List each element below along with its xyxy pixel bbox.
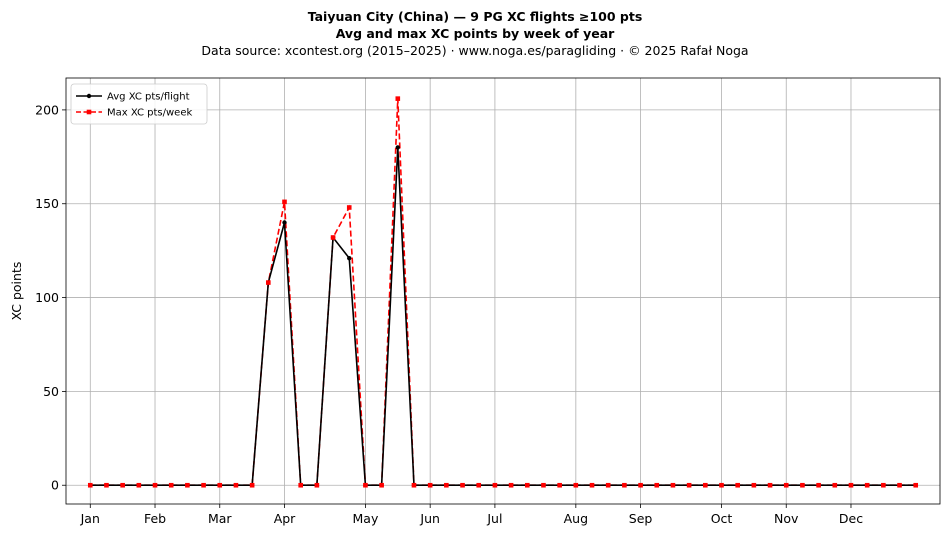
max-point — [622, 482, 627, 488]
max-point — [249, 482, 255, 488]
max-point — [735, 482, 740, 488]
max-point — [104, 482, 109, 488]
x-tick-label: Apr — [274, 511, 296, 526]
x-tick-label: Mar — [208, 511, 232, 526]
series-line-avg — [90, 147, 916, 487]
legend-avg-marker — [86, 93, 92, 99]
max-point — [541, 482, 546, 488]
ticks: Jan Feb Mar Apr May Jun Jul Aug Sep Oct Nov Dec 0 50 1… — [35, 102, 863, 526]
max-point — [266, 280, 271, 285]
max-point — [783, 482, 789, 488]
max-point — [298, 482, 303, 488]
max-point — [330, 235, 336, 240]
x-tick-label: Jun — [419, 511, 440, 526]
max-point — [379, 482, 384, 488]
max-point — [670, 482, 676, 488]
max-point — [848, 482, 854, 488]
series-layer — [87, 96, 919, 488]
max-point — [411, 482, 417, 488]
legend-max-label: Max XC pts/week — [107, 108, 192, 119]
max-point — [185, 482, 190, 488]
max-point — [897, 482, 902, 488]
grid — [66, 78, 940, 504]
max-point — [120, 482, 125, 488]
legend-avg-label: Avg XC pts/flight — [107, 92, 190, 103]
max-point — [492, 482, 498, 488]
series-line-max — [90, 98, 916, 487]
x-tick-label: Nov — [774, 511, 799, 526]
max-point — [719, 482, 724, 488]
max-point — [136, 482, 142, 488]
max-point — [168, 482, 174, 488]
max-point — [444, 482, 449, 488]
max-point — [832, 482, 838, 488]
avg-point — [395, 145, 400, 150]
legend-max-marker — [86, 109, 92, 115]
max-point — [524, 482, 530, 488]
max-point — [363, 482, 368, 488]
y-tick-label: 0 — [51, 478, 59, 493]
x-tick-label: Jul — [486, 511, 502, 526]
x-tick-label: Dec — [839, 511, 863, 526]
max-point — [233, 482, 239, 488]
x-tick-label: Feb — [144, 511, 166, 526]
max-point — [508, 482, 514, 488]
max-point — [217, 482, 223, 488]
plot-frame — [65, 77, 941, 505]
max-point — [913, 482, 919, 488]
avg-point — [347, 255, 352, 261]
x-tick-label: Oct — [711, 511, 733, 526]
max-point — [314, 482, 320, 488]
y-tick-label: 200 — [35, 102, 59, 117]
max-point — [703, 482, 708, 488]
chart-subtitle: Avg and max XC points by week of year — [335, 26, 615, 41]
max-point — [767, 482, 773, 488]
max-point — [881, 482, 886, 488]
max-point — [751, 482, 757, 488]
chart-title: Taiyuan City (China) — 9 PG XC flights ≥… — [307, 9, 643, 24]
max-point — [638, 482, 643, 488]
x-tick-label: May — [353, 511, 379, 526]
max-point — [152, 482, 158, 488]
chart-source: Data source: xcontest.org (2015–2025) · … — [201, 43, 749, 58]
max-point — [201, 482, 206, 488]
max-point — [427, 482, 433, 488]
x-tick-label: Aug — [564, 511, 588, 526]
max-point — [816, 482, 821, 488]
max-point — [573, 482, 579, 488]
legend: Avg XC pts/flight Max XC pts/week — [70, 83, 208, 125]
x-tick-label: Jan — [80, 511, 100, 526]
max-point — [800, 482, 805, 488]
max-point — [346, 205, 352, 210]
y-tick-label: 150 — [35, 196, 59, 211]
max-point — [654, 482, 660, 488]
chart-titles: Taiyuan City (China) — 9 PG XC flights ≥… — [0, 8, 950, 60]
legend-box — [70, 83, 208, 125]
max-point — [395, 96, 401, 101]
max-point — [476, 482, 482, 488]
max-point — [87, 482, 93, 488]
y-tick-label: 100 — [35, 290, 59, 305]
max-point — [557, 482, 562, 488]
max-point — [589, 482, 595, 488]
max-point — [282, 199, 287, 205]
max-point — [864, 482, 870, 488]
max-point — [686, 482, 692, 488]
y-axis-label: XC points — [9, 262, 24, 321]
avg-point — [282, 220, 287, 225]
x-tick-label: Sep — [629, 511, 653, 526]
max-point — [605, 482, 611, 488]
y-tick-label: 50 — [43, 384, 59, 399]
max-point — [460, 482, 465, 488]
